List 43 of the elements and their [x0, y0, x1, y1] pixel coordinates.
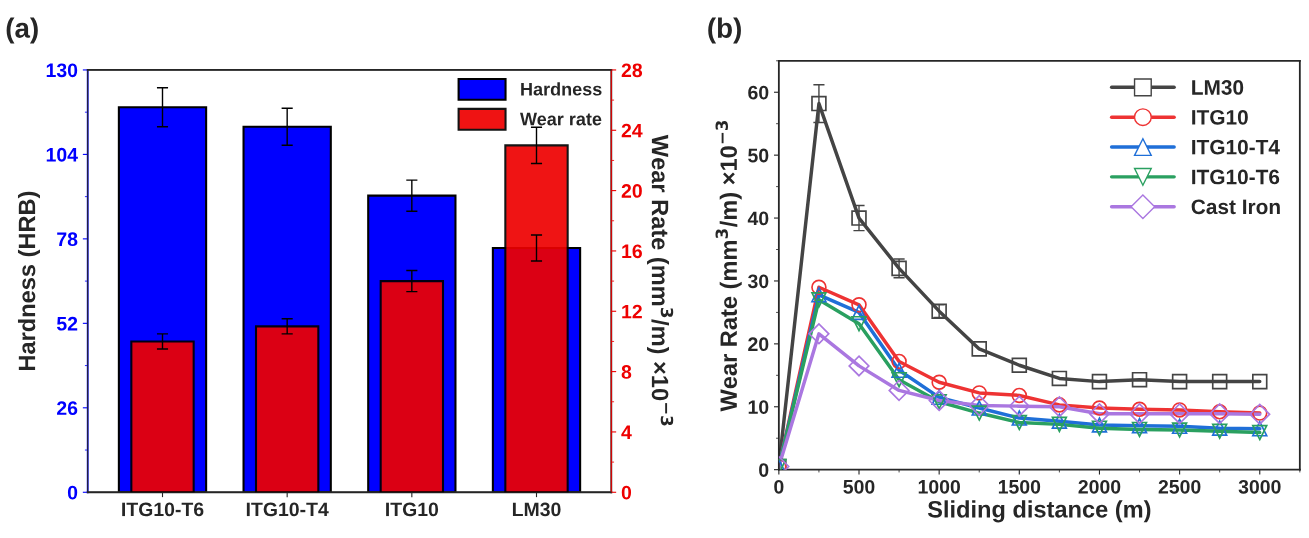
- y-tick-label: 78: [57, 232, 78, 247]
- x-axis-title: Sliding distance (m): [927, 500, 1151, 523]
- y-tick-label: 104: [46, 147, 78, 162]
- legend-label: Cast Iron: [1191, 199, 1280, 215]
- y2-tick-label: 28: [621, 63, 643, 78]
- x-tick-label: ITG10-T6: [122, 502, 204, 517]
- y-tick-label: 60: [748, 85, 769, 100]
- y2-tick-label: 16: [622, 244, 642, 259]
- chart-title: (a): [6, 17, 38, 44]
- y2-tick-label: 20: [621, 184, 642, 198]
- y-tick-label: 0: [759, 463, 769, 477]
- y-tick-label: 10: [748, 400, 769, 415]
- y2-tick-label: 12: [622, 304, 642, 319]
- y2-axis-title: Wear Rate (mm$^{3}$/m) ×10$^{−3}$: [647, 134, 674, 426]
- y-tick-label: 30: [747, 274, 769, 289]
- chart-title: (b): [708, 17, 741, 44]
- legend-label: Wear rate: [520, 112, 602, 126]
- y2-tick-label: 4: [621, 425, 632, 439]
- x-tick-label: 2500: [1158, 479, 1201, 494]
- x-tick-label: LM30: [512, 502, 561, 517]
- y2-tick-label: 8: [621, 365, 632, 379]
- x-tick-label: 2000: [1078, 479, 1121, 494]
- x-tick-label: 0: [774, 479, 784, 494]
- x-tick-label: ITG10: [386, 502, 439, 517]
- legend-label: ITG10-T4: [1192, 139, 1280, 155]
- x-tick-label: 1000: [918, 479, 960, 494]
- x-tick-label: 1500: [998, 479, 1041, 494]
- y-tick-label: 26: [57, 401, 78, 416]
- y-tick-label: 40: [747, 211, 769, 226]
- y-tick-label: 50: [748, 148, 769, 163]
- legend-label: ITG10-T6: [1192, 169, 1280, 185]
- legend-label: ITG10: [1192, 109, 1248, 125]
- x-tick-label: 3000: [1238, 479, 1281, 494]
- y-tick-label: 130: [46, 63, 78, 78]
- y-tick-label: 52: [56, 316, 78, 331]
- y-tick-label: 20: [748, 337, 769, 352]
- x-tick-label: 500: [843, 479, 875, 494]
- y-axis-title: Wear Rate (mm$^{3}$/m) ×10$^{−3}$: [715, 120, 742, 412]
- x-tick-label: ITG10-T4: [246, 502, 329, 517]
- legend-label: LM30: [1192, 80, 1244, 95]
- y-axis-title: Hardness (HRB): [17, 191, 40, 371]
- y2-tick-label: 24: [621, 123, 643, 138]
- legend-label: Hardness: [521, 82, 602, 96]
